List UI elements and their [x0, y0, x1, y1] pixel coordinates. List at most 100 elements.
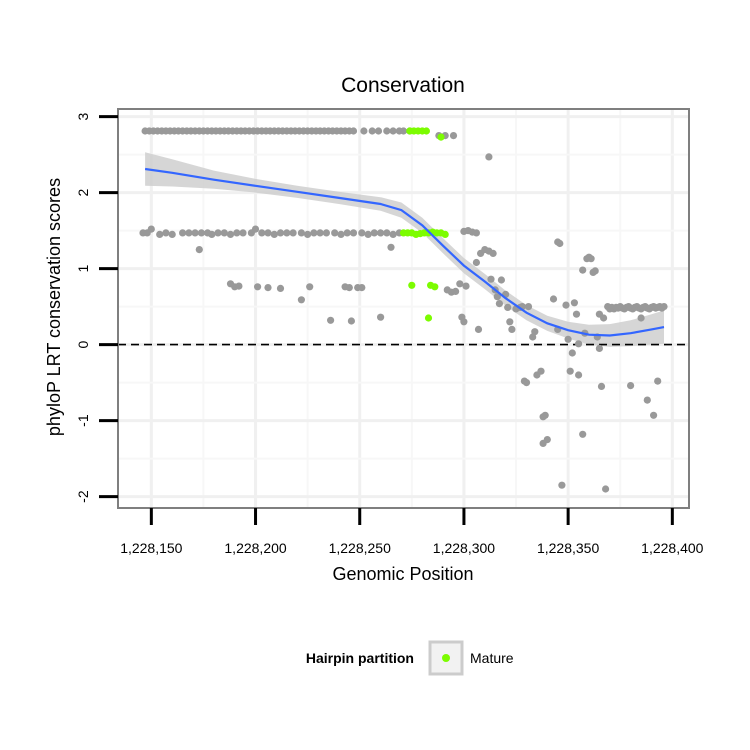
legend-key-mature-dot — [442, 654, 450, 662]
legend-title: Hairpin partition — [306, 650, 414, 666]
y-tick-label: -1 — [75, 414, 91, 427]
other-point — [191, 229, 199, 237]
other-point — [322, 229, 330, 237]
other-point — [570, 299, 579, 307]
other-point — [399, 127, 408, 135]
other-point — [493, 293, 501, 301]
other-point — [195, 246, 203, 254]
other-point — [383, 127, 391, 135]
x-tick-label: 1,228,400 — [641, 540, 703, 556]
other-point — [289, 229, 297, 237]
other-point — [264, 229, 272, 237]
other-point — [349, 229, 358, 237]
other-point — [270, 230, 278, 238]
other-point — [304, 230, 312, 238]
other-point — [220, 229, 228, 237]
x-tick-label: 1,228,300 — [433, 540, 495, 556]
other-point — [462, 282, 470, 290]
x-tick-label: 1,228,200 — [224, 540, 286, 556]
other-point — [156, 230, 164, 238]
plot-panel — [117, 108, 690, 509]
other-point — [579, 430, 587, 438]
other-point — [306, 283, 314, 291]
other-point — [233, 229, 241, 237]
other-point — [349, 127, 358, 135]
other-point — [147, 225, 155, 233]
other-point — [297, 229, 305, 237]
other-point — [474, 325, 483, 333]
other-point — [310, 229, 318, 237]
x-axis: 1,228,150 1,228,200 1,228,250 1,228,300 1,22… — [120, 508, 704, 556]
other-point — [337, 230, 345, 238]
other-point — [522, 379, 531, 387]
other-point — [572, 310, 581, 318]
other-point — [472, 258, 480, 267]
legend-label-mature: Mature — [470, 650, 514, 666]
other-point — [591, 267, 599, 275]
legend-key — [428, 640, 464, 676]
other-point — [258, 229, 266, 237]
other-point — [600, 314, 608, 322]
other-point — [489, 249, 497, 257]
other-point — [558, 481, 566, 489]
other-point — [364, 230, 372, 238]
chart-title: Conservation — [341, 74, 465, 97]
other-point — [168, 230, 176, 238]
other-point — [579, 266, 587, 274]
y-tick-label: 0 — [75, 340, 91, 348]
other-point — [508, 325, 516, 333]
other-point — [556, 239, 564, 248]
other-point — [595, 344, 604, 352]
other-point — [387, 243, 395, 251]
other-point — [602, 485, 610, 493]
smooth-fit-line — [144, 167, 665, 337]
other-point — [389, 230, 397, 238]
mature-point — [408, 281, 416, 289]
other-point — [251, 225, 260, 233]
other-point — [377, 313, 385, 321]
y-tick-label: 1 — [75, 264, 91, 272]
other-point — [370, 229, 378, 237]
other-point — [345, 284, 353, 292]
other-point — [541, 411, 549, 419]
other-point — [566, 367, 574, 375]
other-point — [162, 229, 170, 237]
legend: Hairpin partition Mature — [306, 640, 514, 676]
other-point — [276, 229, 285, 237]
other-point — [368, 127, 376, 135]
other-point — [524, 303, 533, 311]
y-axis: -2 -1 0 1 2 3 — [75, 112, 118, 503]
other-point — [643, 396, 651, 404]
panel-border — [117, 108, 690, 509]
confidence-band — [145, 152, 665, 347]
other-point — [276, 284, 285, 292]
mature-point — [441, 230, 449, 238]
other-point — [374, 127, 383, 135]
other-point — [487, 275, 495, 283]
other-point — [497, 276, 505, 284]
other-point — [449, 132, 458, 140]
other-point — [460, 318, 468, 326]
other-point — [214, 229, 222, 237]
other-point — [543, 436, 551, 444]
other-point — [383, 229, 391, 237]
other-point — [627, 382, 635, 390]
x-tick-label: 1,228,350 — [537, 540, 599, 556]
other-point — [389, 127, 397, 135]
other-point — [549, 295, 558, 303]
other-point — [283, 229, 291, 237]
x-tick-label: 1,228,150 — [120, 540, 182, 556]
other-point — [472, 229, 480, 237]
other-point — [506, 318, 514, 326]
other-point — [587, 255, 595, 263]
mature-point — [422, 127, 430, 135]
other-point — [562, 301, 570, 309]
other-point — [197, 229, 205, 237]
other-point — [297, 296, 305, 304]
other-point — [564, 335, 572, 343]
other-point — [452, 287, 460, 295]
other-point — [358, 229, 366, 237]
other-point — [327, 316, 335, 324]
other-point — [575, 371, 583, 379]
